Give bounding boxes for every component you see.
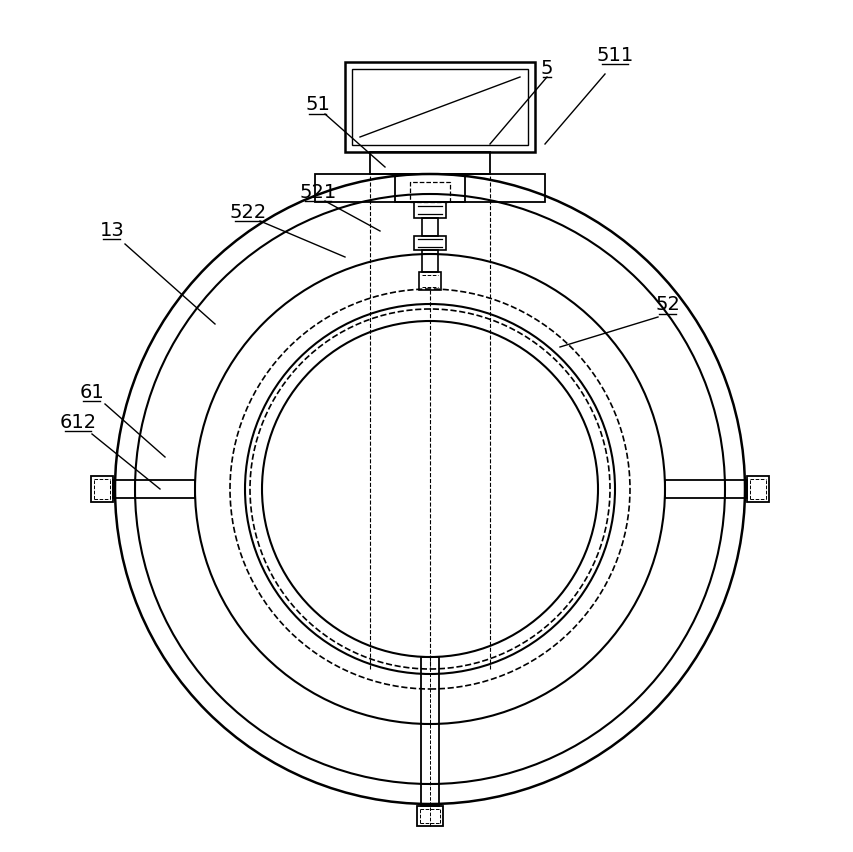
Bar [113, 481, 194, 498]
Text: 612: 612 [60, 412, 96, 431]
Bar [351, 70, 527, 146]
Bar [91, 476, 113, 503]
Bar [664, 481, 746, 498]
Bar [414, 203, 445, 219]
Text: 5: 5 [540, 59, 553, 78]
Bar [421, 219, 438, 237]
Text: 521: 521 [299, 182, 336, 201]
Bar [369, 153, 490, 175]
Bar [421, 250, 438, 273]
Text: 61: 61 [79, 382, 104, 401]
Bar [414, 237, 445, 250]
Bar [421, 657, 438, 806]
Text: 511: 511 [595, 45, 633, 65]
Text: 13: 13 [100, 220, 125, 239]
Bar [416, 806, 443, 826]
Bar [395, 175, 464, 203]
Bar [345, 63, 534, 153]
Bar [746, 476, 768, 503]
Bar [315, 175, 544, 203]
Text: 522: 522 [229, 202, 266, 222]
Text: 52: 52 [655, 295, 680, 314]
Bar [419, 273, 440, 291]
Text: 51: 51 [305, 95, 330, 114]
Bar [409, 183, 450, 203]
